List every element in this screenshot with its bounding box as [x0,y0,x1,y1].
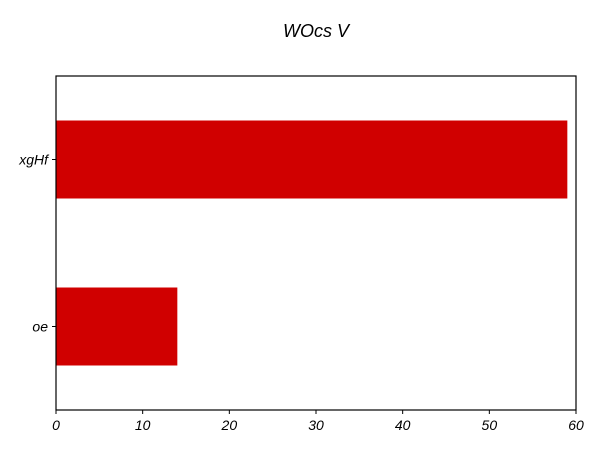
plot-area: xgHf oe 0 10 20 30 40 50 60 [18,76,584,433]
x-tick-label-1: 10 [135,417,151,433]
x-tick-label-5: 50 [482,417,498,433]
y-tick-label-0: xgHf [18,152,50,168]
bar-0 [56,121,567,199]
x-tick-label-6: 60 [568,417,584,433]
x-tick-label-3: 30 [308,417,324,433]
x-tick-label-0: 0 [52,417,60,433]
x-tick-label-2: 20 [221,417,238,433]
bar-1 [56,288,177,366]
chart-title: WOcs V [283,21,351,41]
x-tick-label-4: 40 [395,417,411,433]
y-tick-label-1: oe [32,319,48,335]
